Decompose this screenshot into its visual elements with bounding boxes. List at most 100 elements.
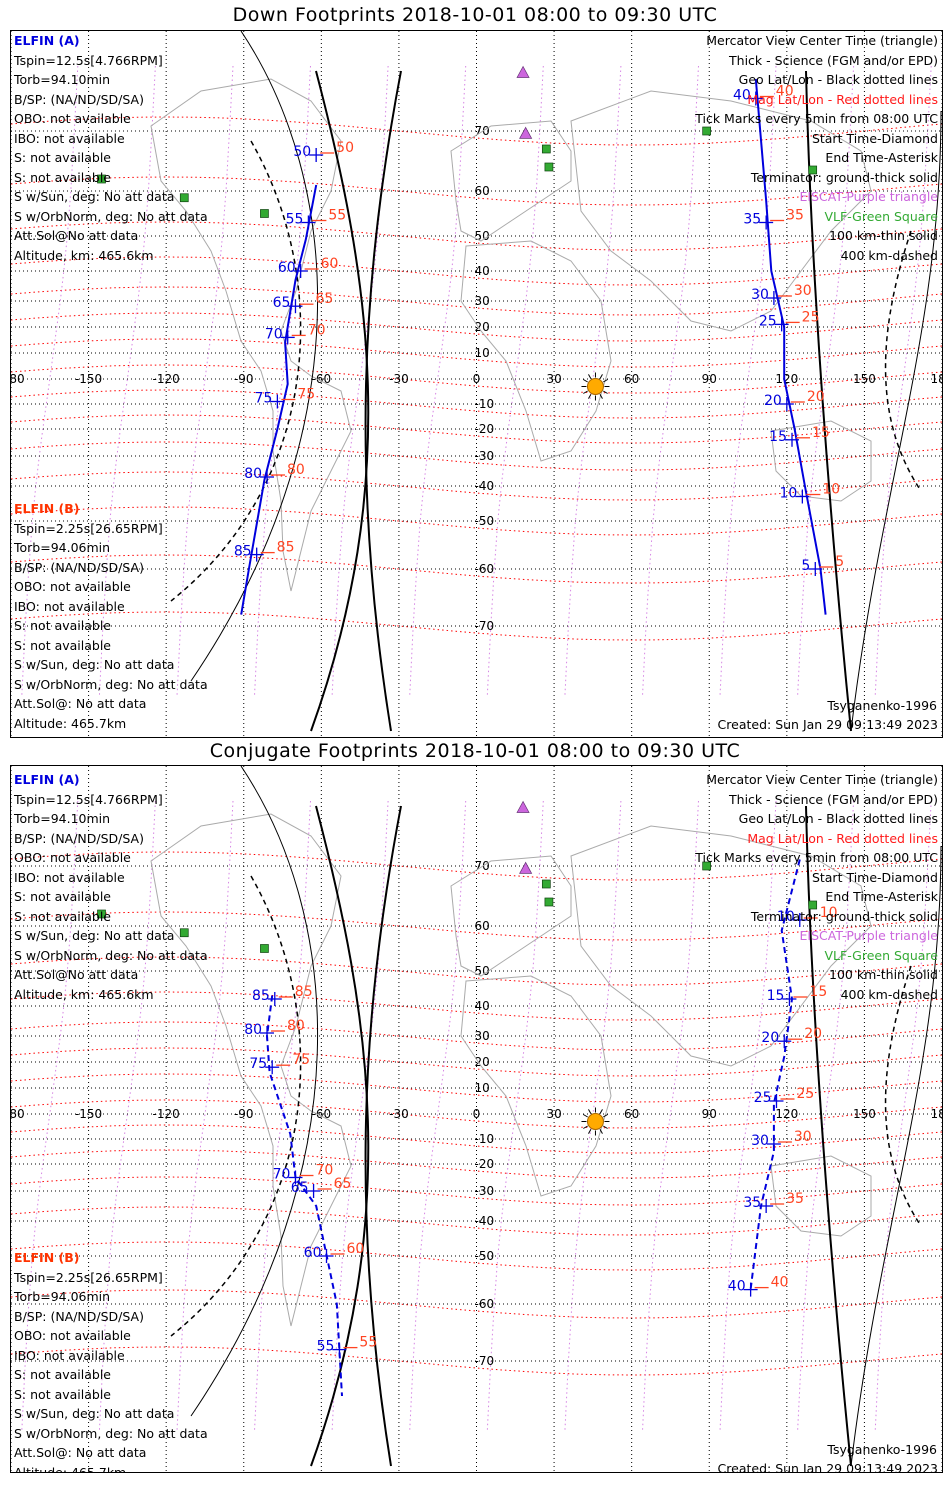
elfin-a-time-label: 70	[273, 1167, 291, 1183]
elfin-b-time-label: 35	[786, 1191, 804, 1207]
vlf-square-icon	[808, 900, 818, 910]
elfin-b-time-label: 60	[321, 256, 339, 272]
elfin-a-time-label: 20	[761, 1030, 779, 1046]
sun-ray	[603, 390, 608, 394]
vlf-square-icon	[702, 126, 712, 136]
legend-item: 100 km-thin solid	[829, 967, 938, 982]
sun-ray	[599, 1109, 603, 1114]
info-line: S w/Sun, deg: No att data	[14, 928, 175, 943]
lat-label: 30	[475, 1029, 490, 1043]
info-line: S: not available	[14, 618, 111, 633]
elfin-b-time-label: 40	[771, 1275, 789, 1291]
lat-label: 30	[475, 294, 490, 308]
legend-item: EISCAT-Purple triangle	[799, 189, 938, 204]
legend-item: End Time-Asterisk	[825, 889, 938, 904]
legend-item: Tick Marks every 5min from 08:00 UTC	[695, 850, 938, 865]
elfin-b-time-label: 25	[802, 309, 820, 325]
lon-label: -30	[389, 372, 409, 386]
map-canvas: 70605040302010-10-20-30-40-50-60-70-180-…	[11, 31, 942, 737]
lon-label: 30	[546, 1107, 561, 1121]
elfin-b-time-label: 65	[334, 1176, 352, 1192]
elfin-a-label: ELFIN (A)	[14, 33, 80, 48]
elfin-a-time-label: 55	[317, 1339, 335, 1355]
legend-item: Thick - Science (FGM and/or EPD)	[729, 52, 938, 68]
info-line: S w/OrbNorm, deg: No att data	[14, 208, 208, 224]
legend-item: Terminator: ground-thick solid	[750, 169, 938, 185]
mag-lon-line	[21, 800, 79, 1432]
legend-item: Thick - Science (FGM and/or EPD)	[729, 791, 938, 807]
info-line: Att.Sol@: No att data	[14, 1445, 147, 1460]
created-label: Created: Sun Jan 29 09:13:49 2023	[717, 1461, 938, 1473]
lon-label: -120	[153, 372, 180, 386]
elfin-a-time-label: 60	[278, 260, 296, 276]
info-line: B/SP: (NA/ND/SD/SA)	[14, 559, 144, 575]
lat-label: -70	[475, 619, 495, 633]
sun-ray	[588, 1109, 592, 1114]
info-line: OBO: not available	[14, 850, 131, 865]
info-line: S: not available	[14, 150, 111, 165]
mag-lon-line	[176, 800, 234, 1432]
legend-item: End Time-Asterisk	[825, 150, 938, 165]
continent-outline	[450, 855, 572, 977]
continent-outline	[570, 825, 872, 1067]
lon-label: 180	[931, 1107, 942, 1121]
legend: Mercator View Center Time (triangle) Thi…	[695, 31, 938, 265]
lon-label: 0	[473, 372, 481, 386]
legend-item: 100 km-thin solid	[829, 228, 938, 243]
continent-outline	[460, 240, 612, 462]
elfin-b-time-label: 30	[794, 283, 812, 299]
lat-label: -40	[475, 1214, 495, 1228]
elfin-a-time-label: 50	[293, 144, 311, 160]
terminator-ground	[310, 805, 370, 1467]
elfin-b-time-label: 60	[347, 1241, 365, 1257]
legend-item: 400 km-dashed	[840, 986, 938, 1002]
mag-lon-line	[642, 800, 699, 1432]
elfin-a-time-label: 30	[751, 287, 769, 303]
elfin-b-time-label: 70	[308, 322, 326, 338]
mag-lon-line	[254, 65, 311, 697]
elfin-a-time-label: 65	[291, 1180, 309, 1196]
info-line: S: not available	[14, 889, 111, 904]
info-line: Att.Sol@No att data	[14, 967, 139, 982]
elfin-b-label: ELFIN (B)	[14, 1250, 80, 1265]
elfin-b-time-label: 70	[315, 1163, 333, 1179]
lat-label: 40	[475, 999, 490, 1013]
lat-label: 20	[475, 1055, 490, 1069]
info-line: Tspin=2.25s[26.65RPM]	[14, 1269, 163, 1285]
info-line: IBO: not available	[14, 869, 125, 885]
elfin-a-time-label: 20	[764, 393, 782, 409]
elfin-b-info: ELFIN (B) Tspin=2.25s[26.65RPM] Torb=94.…	[14, 499, 208, 733]
elfin-a-info: ELFIN (A) Tspin=12.5s[4.766RPM] Torb=94.…	[14, 770, 208, 1004]
lon-label: -150	[75, 1107, 102, 1121]
sun-ray	[583, 379, 588, 383]
elfin-a-track	[240, 184, 318, 615]
vlf-square-icon	[260, 944, 269, 953]
lat-label: -30	[475, 449, 495, 463]
info-line: Tspin=2.25s[26.65RPM]	[14, 520, 163, 536]
elfin-b-time-label: 5	[835, 554, 844, 570]
elfin-b-time-label: 20	[807, 389, 825, 405]
continent-outline	[150, 78, 352, 592]
elfin-b-time-label: 80	[287, 462, 305, 478]
terminator-ground	[364, 805, 402, 1467]
sun-ray	[599, 394, 603, 399]
elfin-a-time-label: 35	[743, 1195, 761, 1211]
legend-item: Tick Marks every 5min from 08:00 UTC	[695, 111, 938, 126]
elfin-a-track	[754, 78, 827, 615]
info-line: S w/Sun, deg: No att data	[14, 189, 175, 204]
down-footprints-panel: Down Footprints 2018-10-01 08:00 to 09:3…	[0, 0, 950, 740]
elfin-a-time-label: 25	[754, 1090, 772, 1106]
lon-label: -60	[312, 1107, 332, 1121]
mag-lon-line	[642, 65, 699, 697]
info-line: Torb=94.06min	[14, 540, 111, 555]
elfin-a-time-label: 85	[234, 544, 252, 560]
lat-label: -70	[475, 1354, 495, 1368]
lon-label: -150	[75, 372, 102, 386]
info-line: Torb=94.10min	[14, 72, 111, 87]
info-line: S w/Sun, deg: No att data	[14, 657, 175, 672]
lon-label: -60	[312, 372, 332, 386]
mag-lon-line	[874, 65, 932, 697]
elfin-a-time-label: 40	[733, 88, 751, 104]
continent-outline	[770, 420, 872, 502]
elfin-a-label: ELFIN (A)	[14, 772, 80, 787]
